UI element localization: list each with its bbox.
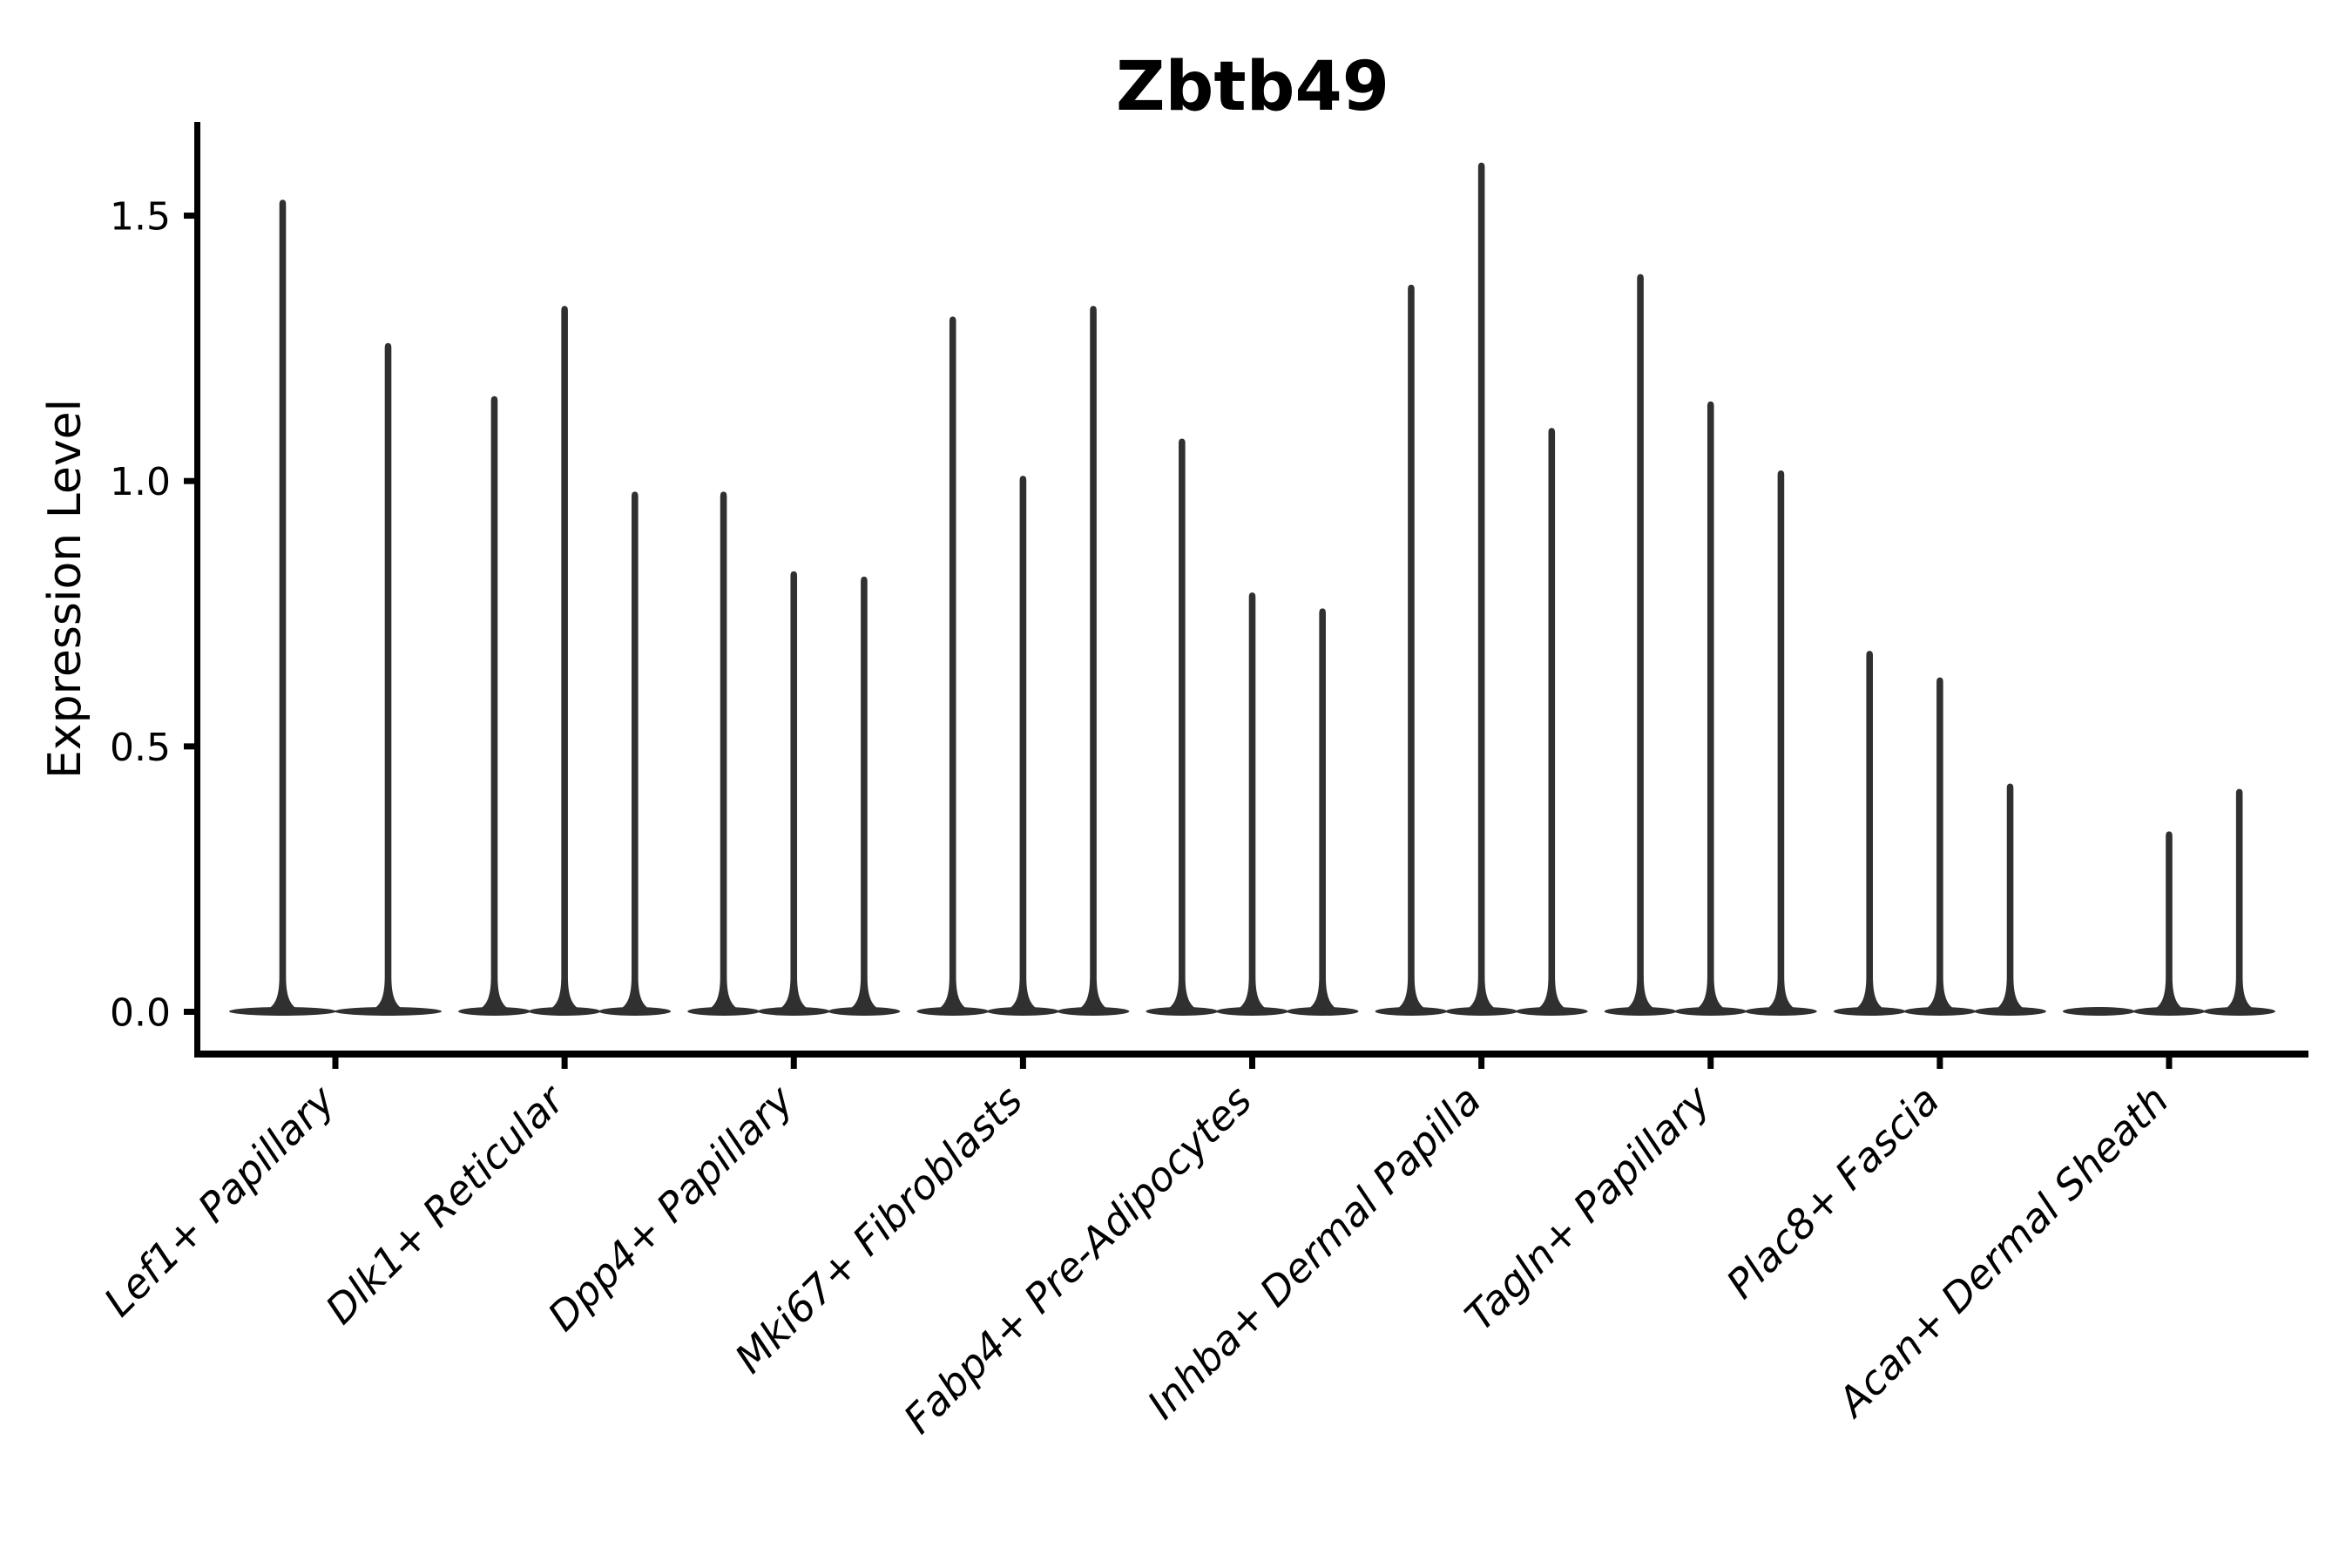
y-tick-label: 1.0: [110, 460, 171, 504]
violin-spike: [1462, 162, 1501, 1011]
x-category-label: Tagln+ Papillary: [1456, 1076, 1720, 1340]
violin-spike: [475, 395, 514, 1011]
violin-spike: [1621, 274, 1660, 1011]
x-category-label: Plac8+ Fascia: [1717, 1077, 1948, 1308]
violin-spike: [1990, 783, 2030, 1011]
violin-spike: [1162, 438, 1201, 1011]
violins: [229, 162, 2276, 1016]
violin-spike: [1850, 651, 1889, 1011]
violin-spike: [368, 342, 408, 1012]
violin-spike: [704, 491, 743, 1011]
violin-spike: [615, 491, 654, 1011]
violin-spike: [1691, 401, 1730, 1011]
x-category-label: Dpp4+ Papillary: [538, 1076, 802, 1340]
y-tick-label: 1.5: [110, 195, 171, 240]
x-category-label: Dlk1+ Reticular: [316, 1074, 575, 1333]
x-category-label: Lef1+ Papillary: [95, 1076, 344, 1325]
violin-spike: [2150, 831, 2188, 1011]
violin-spike: [1233, 592, 1272, 1011]
violin-spike: [1532, 428, 1571, 1011]
violin-spike: [1074, 306, 1113, 1012]
violin-base: [2063, 1007, 2135, 1016]
violin-spike: [1004, 476, 1043, 1011]
chart-title: Zbtb49: [1116, 48, 1389, 126]
violin-spike: [2220, 788, 2259, 1011]
violin-spike: [1920, 677, 1959, 1011]
y-tick-label: 0.5: [110, 726, 171, 770]
violin-spike: [263, 199, 302, 1011]
violin-spike: [933, 316, 972, 1011]
y-tick-label: 0.0: [110, 991, 171, 1036]
violin-spike: [774, 571, 814, 1011]
y-axis-ticks: 0.0 0.5 1.0 1.5: [110, 195, 198, 1036]
violin-spike: [1761, 470, 1801, 1011]
violin-spike: [545, 306, 585, 1012]
y-axis-label: Expression Level: [39, 399, 91, 779]
violin-spike: [1391, 284, 1430, 1011]
violin-spike: [1303, 608, 1342, 1011]
violin-spike: [844, 576, 883, 1011]
